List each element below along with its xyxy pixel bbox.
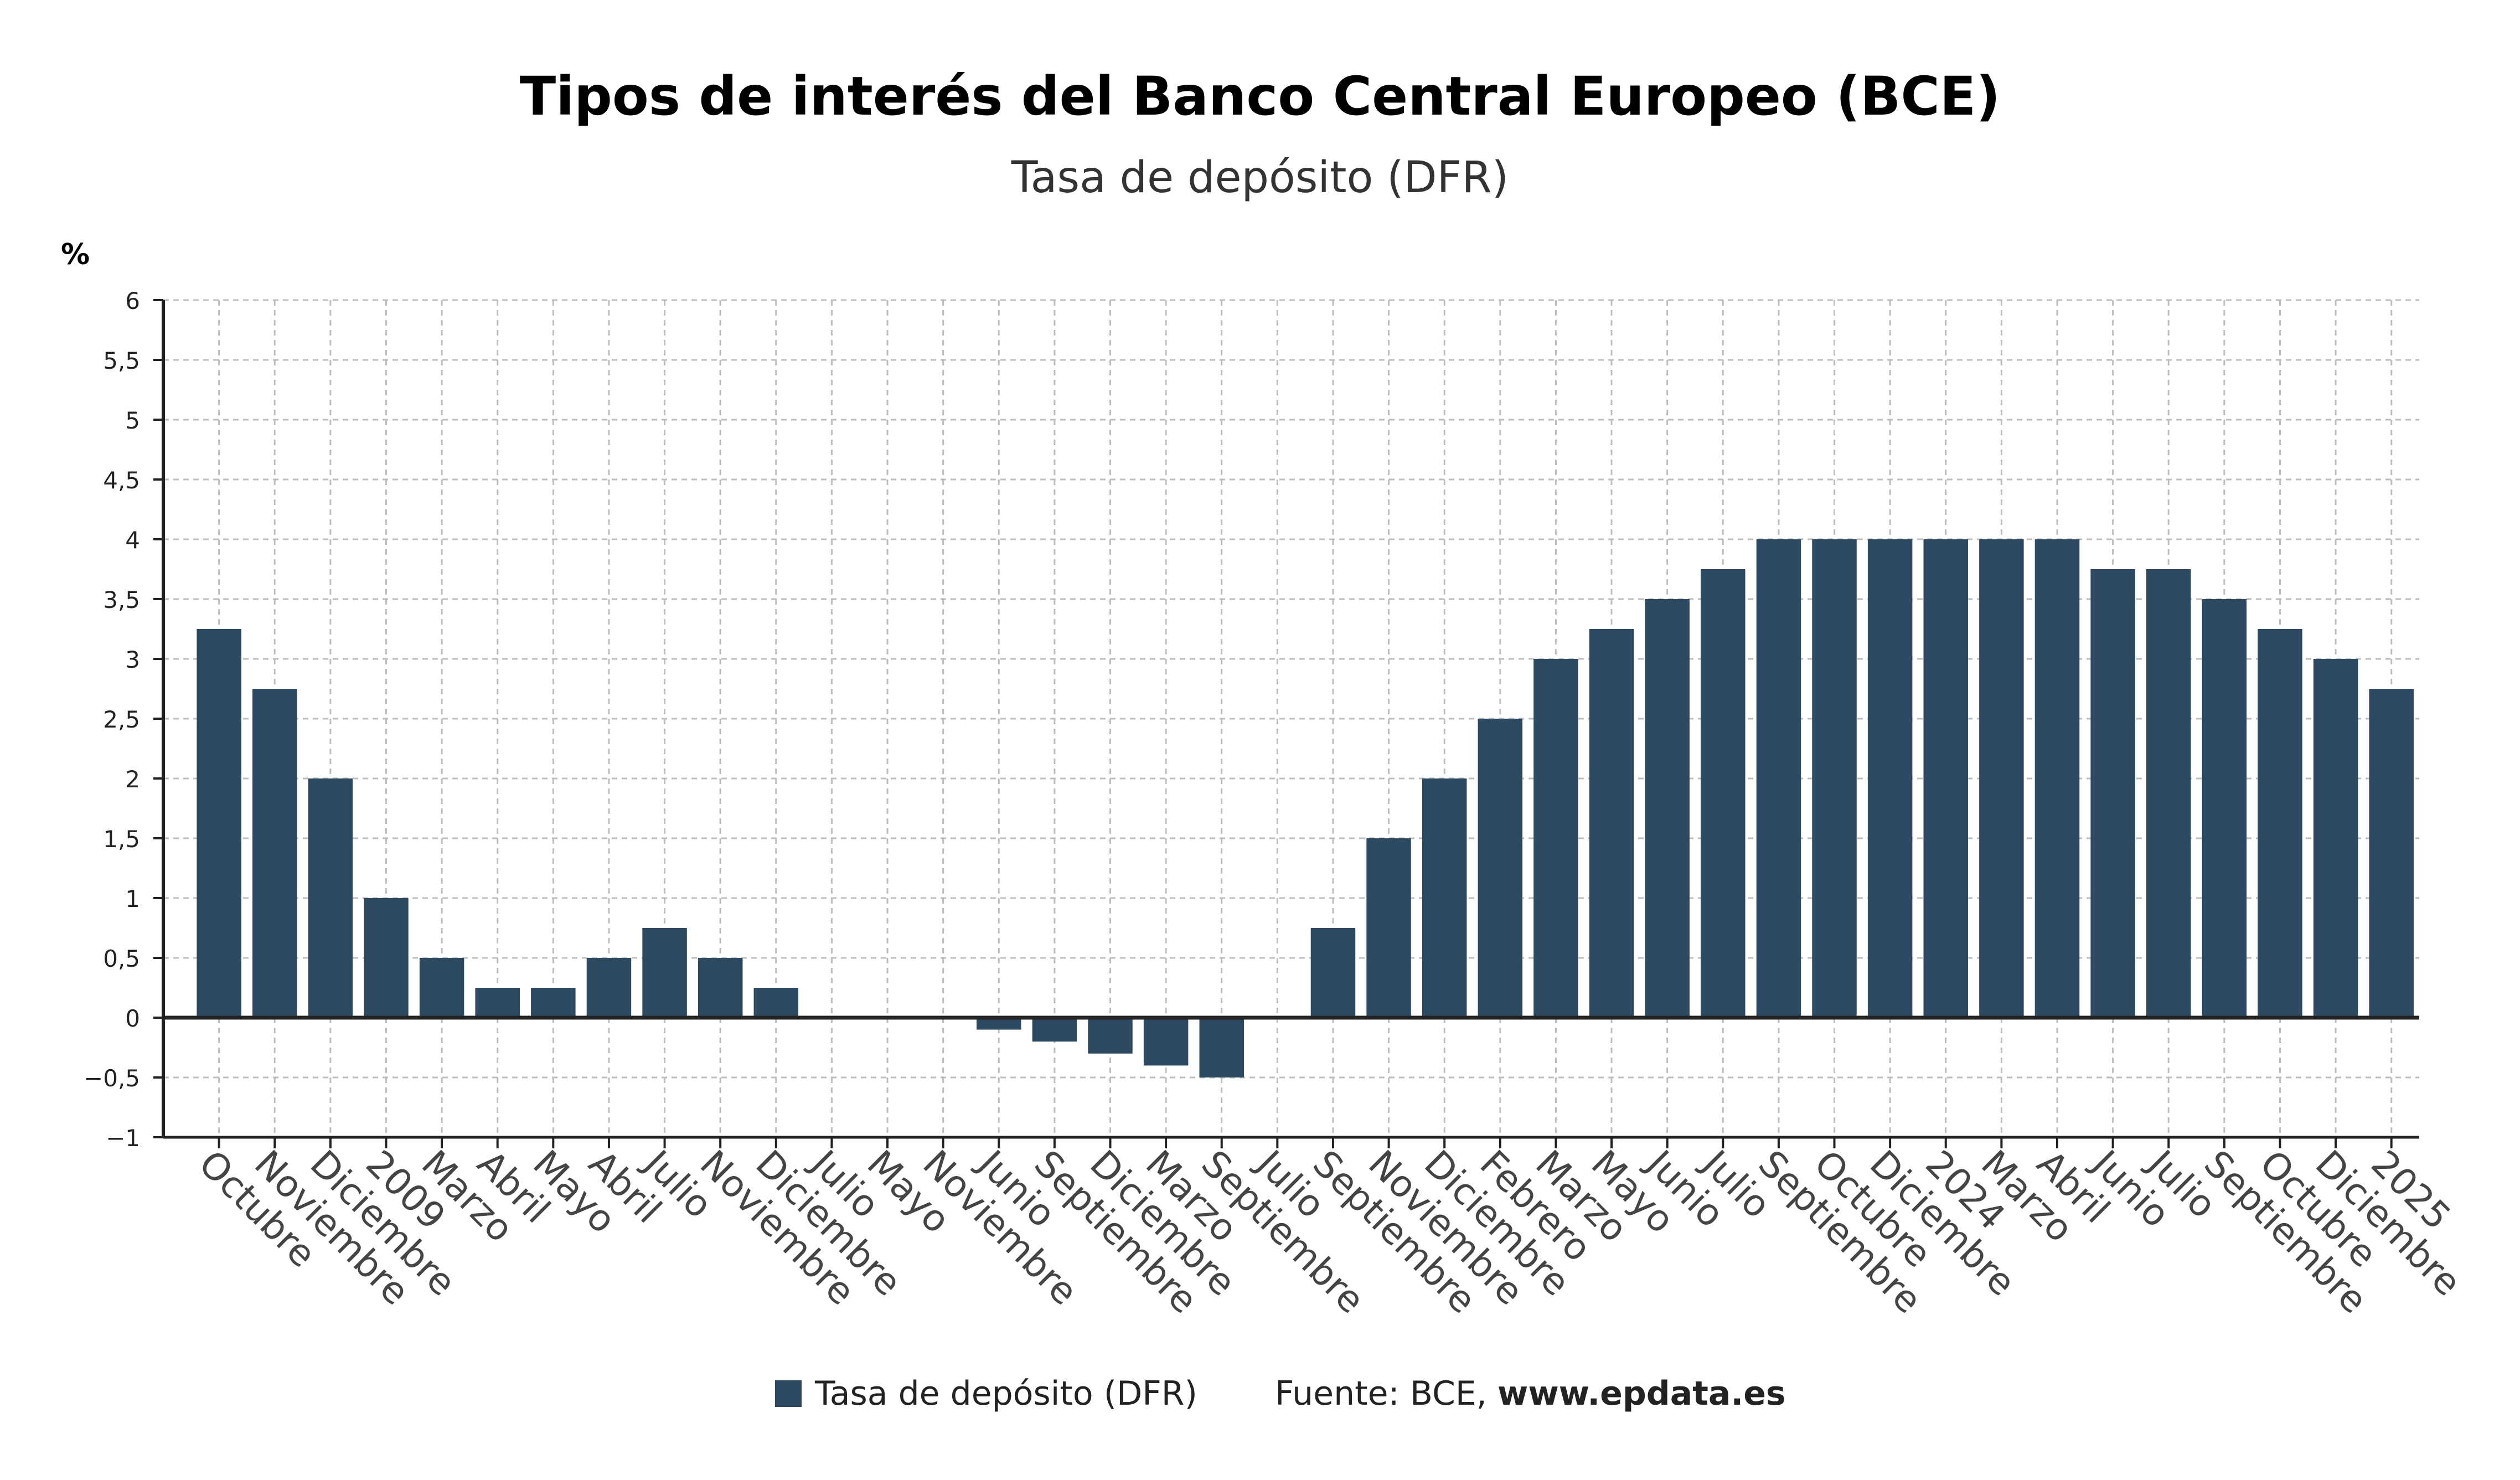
bar bbox=[2090, 569, 2135, 1018]
y-tick-label: 4,5 bbox=[103, 467, 140, 494]
y-tick-label: 3 bbox=[125, 646, 140, 673]
bar bbox=[2369, 689, 2414, 1018]
axes bbox=[153, 299, 2419, 1148]
bar bbox=[698, 958, 743, 1018]
bar bbox=[2034, 539, 2080, 1018]
bar bbox=[1032, 1018, 1077, 1042]
y-tick-label: −0,5 bbox=[84, 1065, 140, 1092]
bar bbox=[1143, 1018, 1189, 1066]
bar bbox=[1366, 838, 1411, 1018]
bar bbox=[586, 958, 632, 1018]
bar bbox=[475, 988, 520, 1018]
y-tick-label: 1,5 bbox=[103, 826, 140, 853]
bar bbox=[2146, 569, 2191, 1018]
bar bbox=[308, 778, 353, 1018]
source-note: Fuente: BCE, www.epdata.es bbox=[1275, 1374, 1786, 1413]
y-tick-label: 0,5 bbox=[103, 945, 140, 972]
bar bbox=[1589, 629, 1634, 1018]
chart-subtitle: Tasa de depósito (DFR) bbox=[1011, 153, 1509, 203]
legend: Tasa de depósito (DFR) Fuente: BCE, www.… bbox=[775, 1374, 1786, 1413]
bar bbox=[1923, 539, 1968, 1018]
y-tick-labels: −1 −0,5 0 0,5 1 1,5 2 2,5 3 3,5 4 4,5 5 5,5 6 bbox=[84, 287, 140, 1152]
y-tick-label: 1 bbox=[125, 885, 140, 912]
bar bbox=[1979, 539, 2024, 1018]
y-tick-label: 6 bbox=[125, 287, 140, 314]
bar bbox=[364, 898, 409, 1018]
bar bbox=[1422, 778, 1467, 1018]
y-tick-label: 2,5 bbox=[103, 706, 140, 733]
legend-series-label: Tasa de depósito (DFR) bbox=[815, 1374, 1197, 1413]
bar bbox=[1701, 569, 1746, 1018]
bar bbox=[197, 629, 241, 1018]
x-tick-labels: OctubreNoviembreDiciembre2009MarzoAbrilM… bbox=[190, 1141, 2469, 1322]
y-tick-label: 0 bbox=[125, 1005, 140, 1032]
legend-swatch bbox=[775, 1380, 802, 1407]
y-tick-label: 5,5 bbox=[103, 347, 140, 374]
bar bbox=[2258, 629, 2302, 1018]
bar bbox=[977, 1018, 1021, 1030]
bar bbox=[1310, 928, 1356, 1018]
y-tick-label: 4 bbox=[125, 527, 140, 554]
bar bbox=[1867, 539, 1913, 1018]
bar bbox=[1645, 599, 1690, 1018]
y-axis-unit: % bbox=[61, 238, 90, 271]
bar bbox=[753, 988, 799, 1018]
bar bbox=[1478, 719, 1523, 1018]
bar bbox=[252, 689, 297, 1018]
bars bbox=[197, 539, 2414, 1077]
chart-title: Tipos de interés del Banco Central Europ… bbox=[519, 65, 2001, 127]
bar-chart: −1 −0,5 0 0,5 1 1,5 2 2,5 3 3,5 4 4,5 5 5,5 6 OctubreN… bbox=[84, 287, 2469, 1322]
y-tick-label: 3,5 bbox=[103, 586, 140, 613]
y-tick-label: 5 bbox=[125, 407, 140, 434]
bar bbox=[1199, 1018, 1244, 1077]
bar bbox=[2313, 659, 2358, 1018]
bar bbox=[1088, 1018, 1133, 1054]
bar bbox=[1533, 659, 1578, 1018]
bar bbox=[2202, 599, 2247, 1018]
bar bbox=[531, 988, 576, 1018]
bar bbox=[419, 958, 464, 1018]
y-tick-label: 2 bbox=[125, 766, 140, 793]
y-tick-label: −1 bbox=[106, 1125, 140, 1152]
bar bbox=[1756, 539, 1801, 1018]
source-site: www.epdata.es bbox=[1497, 1374, 1786, 1413]
bar bbox=[1812, 539, 1857, 1018]
source-prefix: Fuente: BCE, bbox=[1274, 1374, 1497, 1413]
bar bbox=[642, 928, 687, 1018]
